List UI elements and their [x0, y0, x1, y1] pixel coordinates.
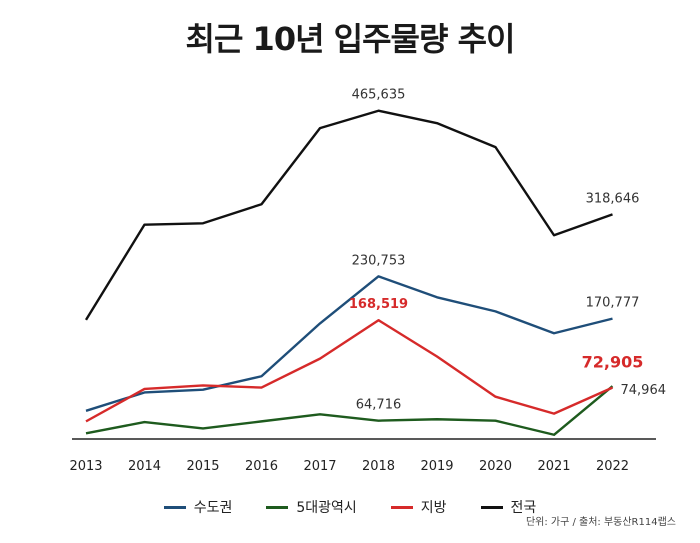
series-line-0 — [85, 275, 613, 412]
legend-label: 5대광역시 — [296, 500, 357, 516]
data-label: 230,753 — [352, 253, 406, 268]
x-tick-label: 2017 — [303, 459, 336, 474]
legend-label: 전국 — [510, 500, 537, 516]
chart-title: 최근 10년 입주물량 추이 — [185, 20, 516, 58]
x-tick-label: 2016 — [245, 459, 278, 474]
legend: 수도권 5대광역시 지방 전국 — [0, 497, 700, 517]
data-label: 318,646 — [586, 191, 640, 206]
x-tick-label: 2015 — [186, 459, 219, 474]
series-line-1 — [85, 385, 614, 436]
series-line-2 — [85, 318, 613, 423]
data-label: 64,716 — [356, 398, 402, 413]
legend-item-1: 5대광역시 — [266, 497, 357, 517]
data-label: 170,777 — [586, 296, 640, 311]
x-tick-label: 2018 — [362, 459, 395, 474]
x-tick-label: 2022 — [596, 459, 629, 474]
legend-label: 지방 — [420, 500, 447, 516]
legend-item-2: 지방 — [390, 497, 447, 517]
legend-swatch — [480, 505, 503, 509]
legend-swatch — [163, 505, 186, 509]
series-line-3 — [84, 109, 613, 321]
data-labels: 465,635 318,646 230,753 170,777 168,519 72,90… — [349, 88, 666, 413]
data-label: 465,635 — [352, 88, 406, 103]
source-note: 단위: 가구 / 출처: 부동산R114랩스 — [525, 517, 676, 528]
data-label: 74,964 — [621, 383, 667, 398]
legend-item-3: 전국 — [480, 497, 537, 517]
x-axis-ticks: 2013 2014 2015 2016 2017 2018 2019 2020 2021 2022 — [69, 459, 629, 474]
legend-swatch — [390, 505, 413, 509]
legend-swatch — [266, 505, 289, 509]
x-tick-label: 2019 — [420, 459, 453, 474]
legend-item-0: 수도권 — [163, 497, 233, 517]
data-label: 72,905 — [582, 353, 644, 372]
data-label: 168,519 — [349, 297, 408, 312]
x-tick-label: 2013 — [69, 459, 102, 474]
series-lines — [84, 109, 614, 436]
x-tick-label: 2020 — [479, 459, 512, 474]
x-tick-label: 2014 — [128, 459, 161, 474]
legend-label: 수도권 — [193, 500, 233, 516]
x-tick-label: 2021 — [537, 459, 570, 474]
